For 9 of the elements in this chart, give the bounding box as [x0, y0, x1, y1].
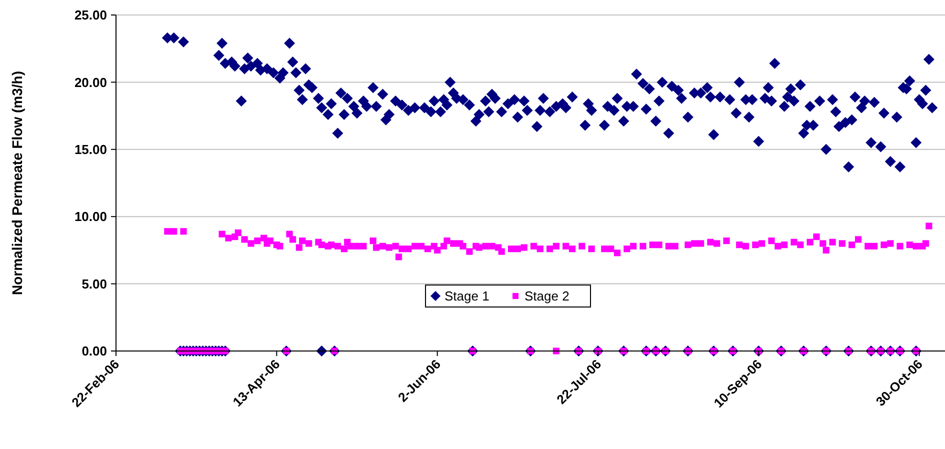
y-tick-label: 10.00 — [74, 209, 107, 224]
legend-label: Stage 2 — [524, 288, 570, 304]
y-tick-label: 0.00 — [82, 344, 107, 359]
y-tick-label: 15.00 — [74, 142, 107, 157]
y-tick-label: 5.00 — [82, 276, 107, 292]
y-tick-label: 20.00 — [74, 74, 107, 90]
y-axis-title: Normalized Permeate Flow (m3/h) — [9, 70, 25, 296]
y-tick-label: 25.00 — [74, 8, 107, 23]
legend-label: Stage 1 — [444, 288, 490, 304]
